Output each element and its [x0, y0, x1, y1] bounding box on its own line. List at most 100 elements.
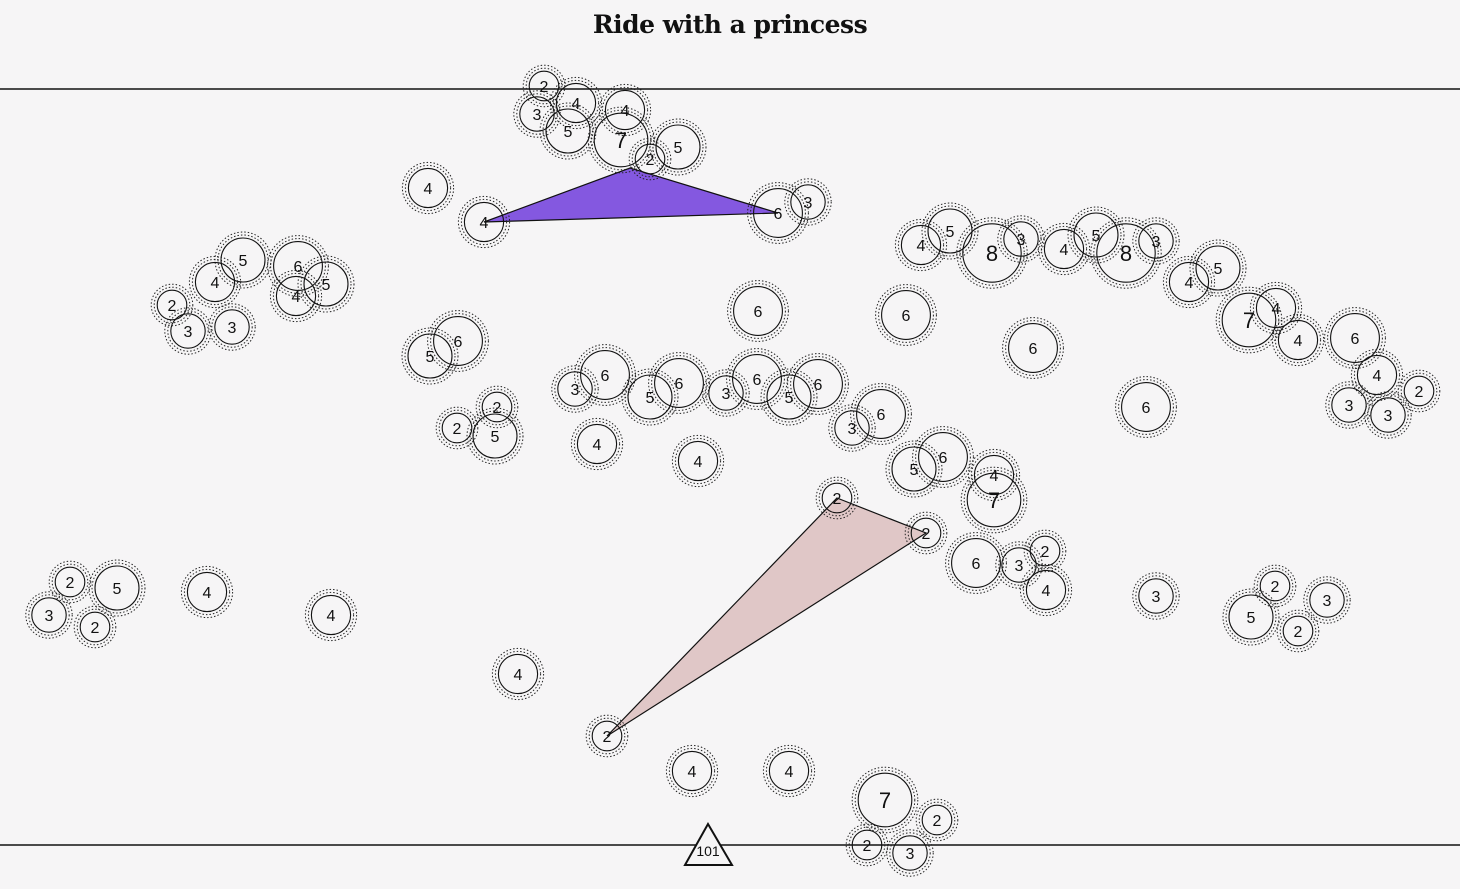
- number-circle[interactable]: 2: [48, 560, 92, 604]
- number-circle[interactable]: 6: [912, 426, 974, 488]
- number-circle[interactable]: 4: [457, 195, 511, 249]
- number-circle[interactable]: 2: [904, 511, 948, 555]
- triangle-marker-label: 101: [696, 843, 720, 859]
- number-circle[interactable]: 4: [894, 218, 948, 272]
- number-circle[interactable]: 4: [1037, 222, 1091, 276]
- circle-outer-ring: [1135, 575, 1177, 617]
- number-circle[interactable]: 6: [850, 383, 912, 445]
- number-circle[interactable]: 6: [1115, 376, 1177, 438]
- number-circle[interactable]: 4: [1271, 313, 1325, 367]
- number-circle[interactable]: 5: [649, 118, 707, 176]
- number-circle[interactable]: 8: [1090, 217, 1162, 289]
- number-circle[interactable]: 6: [648, 352, 710, 414]
- number-circle[interactable]: 7: [1215, 286, 1283, 354]
- number-circle[interactable]: 4: [188, 255, 242, 309]
- number-circle[interactable]: 6: [427, 310, 489, 372]
- number-circle[interactable]: 6: [574, 344, 636, 406]
- number-circle[interactable]: 5: [466, 407, 524, 465]
- number-circle[interactable]: 5: [921, 202, 979, 260]
- number-circle[interactable]: 4: [180, 565, 234, 619]
- circle-outer-ring: [478, 388, 516, 426]
- number-circle[interactable]: 6: [726, 348, 788, 410]
- number-circle[interactable]: 3: [25, 591, 73, 639]
- circle-outer-ring: [705, 372, 747, 414]
- circle-number-label: 3: [1152, 589, 1161, 606]
- number-circle[interactable]: 2: [585, 714, 629, 758]
- number-circle[interactable]: 3: [208, 303, 256, 351]
- number-circle[interactable]: 5: [297, 255, 355, 313]
- number-circle[interactable]: 4: [304, 588, 358, 642]
- number-circle[interactable]: 2: [845, 823, 889, 867]
- number-circle[interactable]: 2: [1397, 369, 1441, 413]
- number-circle[interactable]: 3: [784, 178, 832, 226]
- circle-inner-ring: [1195, 245, 1241, 291]
- number-circle[interactable]: 2: [915, 798, 959, 842]
- number-circle[interactable]: 2: [1276, 609, 1320, 653]
- number-circle[interactable]: 6: [875, 284, 937, 346]
- number-circle[interactable]: 6: [727, 280, 789, 342]
- number-circle[interactable]: 5: [621, 368, 679, 426]
- number-circle[interactable]: 3: [702, 369, 750, 417]
- number-circle[interactable]: 3: [1325, 381, 1373, 429]
- number-circle[interactable]: 4: [1162, 255, 1216, 309]
- number-circle[interactable]: 6: [945, 532, 1007, 594]
- number-circle[interactable]: 4: [665, 744, 719, 798]
- number-circle[interactable]: 2: [522, 64, 566, 108]
- number-circle[interactable]: 5: [760, 368, 818, 426]
- number-circle[interactable]: 5: [1222, 588, 1280, 646]
- number-circle[interactable]: 4: [570, 417, 624, 471]
- number-circle[interactable]: 3: [551, 365, 599, 413]
- number-circle[interactable]: 3: [164, 307, 212, 355]
- number-circle[interactable]: 4: [269, 269, 323, 323]
- number-circle[interactable]: 2: [150, 283, 194, 327]
- number-circle[interactable]: 3: [1303, 576, 1351, 624]
- number-circle[interactable]: 6: [1324, 307, 1386, 369]
- number-circle[interactable]: 3: [828, 404, 876, 452]
- number-circle[interactable]: 2: [73, 605, 117, 649]
- number-circle[interactable]: 4: [967, 448, 1021, 502]
- circle-number-label: 5: [1214, 261, 1223, 278]
- circle-number-label: 4: [688, 764, 697, 781]
- number-circle[interactable]: 4: [598, 83, 652, 137]
- circle-outer-ring: [28, 594, 70, 636]
- number-circle[interactable]: 6: [267, 235, 329, 297]
- number-circle[interactable]: 3: [1364, 391, 1412, 439]
- number-circle[interactable]: 4: [1249, 281, 1303, 335]
- circle-outer-ring: [300, 258, 352, 310]
- circle-outer-ring: [729, 351, 785, 407]
- number-circle[interactable]: 3: [1132, 217, 1180, 265]
- number-circle[interactable]: 6: [1002, 317, 1064, 379]
- number-circle[interactable]: 4: [549, 76, 603, 130]
- number-circle[interactable]: 4: [762, 744, 816, 798]
- circle-outer-ring: [915, 798, 959, 842]
- number-circle[interactable]: 3: [513, 90, 561, 138]
- number-circle[interactable]: 6: [787, 353, 849, 415]
- circle-number-label: 4: [572, 96, 581, 113]
- number-circle[interactable]: 5: [885, 440, 943, 498]
- number-circle[interactable]: 2: [628, 137, 672, 181]
- number-circle[interactable]: 2: [435, 406, 479, 450]
- number-circle[interactable]: 2: [815, 476, 859, 520]
- triangle-marker[interactable]: 101: [683, 821, 734, 866]
- number-circle[interactable]: 6: [747, 182, 809, 244]
- number-circle[interactable]: 5: [88, 559, 146, 617]
- number-circle[interactable]: 7: [851, 766, 919, 834]
- number-circle[interactable]: 2: [1253, 564, 1297, 608]
- number-circle[interactable]: 4: [491, 647, 545, 701]
- circle-outer-ring: [598, 83, 652, 137]
- number-circle[interactable]: 5: [539, 102, 597, 160]
- number-circle[interactable]: 8: [956, 217, 1028, 289]
- number-circle[interactable]: 3: [1132, 572, 1180, 620]
- number-circle[interactable]: 5: [401, 327, 459, 385]
- number-circle[interactable]: 4: [1350, 348, 1404, 402]
- number-circle[interactable]: 2: [1023, 529, 1067, 573]
- number-circle[interactable]: 4: [1019, 563, 1073, 617]
- number-circle[interactable]: 5: [1067, 206, 1125, 264]
- number-circle[interactable]: 4: [671, 434, 725, 488]
- circle-outer-ring: [1252, 284, 1300, 332]
- number-circle[interactable]: 5: [214, 231, 272, 289]
- number-circle[interactable]: 5: [1189, 239, 1247, 297]
- number-circle[interactable]: 3: [886, 829, 934, 877]
- number-circle[interactable]: 4: [401, 161, 455, 215]
